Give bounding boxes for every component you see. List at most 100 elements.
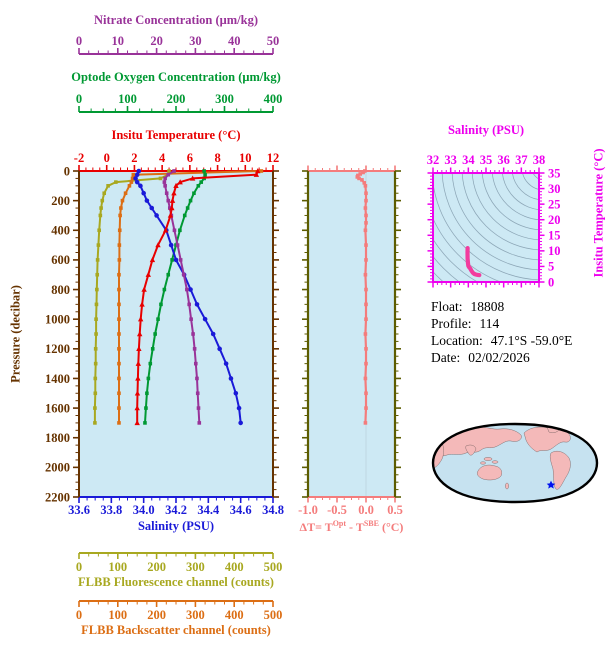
svg-text:0.5: 0.5 (387, 503, 403, 517)
svg-text:2000: 2000 (45, 461, 70, 475)
svg-text:0: 0 (76, 608, 82, 622)
profile-value: 114 (479, 316, 500, 331)
svg-text:500: 500 (264, 608, 283, 622)
svg-text:20: 20 (548, 213, 561, 227)
svg-text:-1.0: -1.0 (298, 503, 318, 517)
svg-text:32: 32 (427, 153, 440, 167)
svg-text:800: 800 (51, 283, 70, 297)
svg-text:0: 0 (76, 92, 82, 106)
svg-text:400: 400 (225, 608, 244, 622)
svg-text:400: 400 (51, 224, 70, 238)
svg-text:10: 10 (239, 151, 252, 165)
svg-text:100: 100 (108, 608, 127, 622)
svg-text:2: 2 (131, 151, 137, 165)
svg-text:33: 33 (444, 153, 457, 167)
svg-text:40: 40 (228, 34, 241, 48)
delta-title-sup-sbe: SBE (363, 519, 379, 528)
svg-text:15: 15 (548, 229, 561, 243)
svg-text:-0.5: -0.5 (327, 503, 347, 517)
float-info-row-date: Date: 02/02/2026 (431, 349, 572, 366)
svg-text:100: 100 (118, 92, 137, 106)
svg-text:200: 200 (167, 92, 186, 106)
svg-text:34.6: 34.6 (230, 503, 252, 517)
profile-label: Profile: (431, 316, 472, 331)
svg-text:100: 100 (108, 560, 127, 574)
svg-text:5: 5 (548, 260, 554, 274)
delta-title-sup-opt: Opt (332, 519, 347, 528)
svg-text:10: 10 (112, 34, 125, 48)
svg-text:6: 6 (187, 151, 193, 165)
salinity-axis-title: Salinity (PSU) (137, 519, 215, 533)
svg-text:30: 30 (189, 34, 202, 48)
temperature-axis-title: Insitu Temperature (°C) (111, 128, 241, 142)
svg-text:0: 0 (104, 151, 110, 165)
svg-text:1600: 1600 (45, 401, 70, 415)
svg-text:34.2: 34.2 (165, 503, 187, 517)
svg-text:300: 300 (215, 92, 234, 106)
svg-text:600: 600 (51, 253, 70, 267)
svg-text:34.8: 34.8 (262, 503, 284, 517)
svg-text:300: 300 (186, 560, 205, 574)
delta-title-mid: - T (346, 520, 364, 534)
svg-text:0.0: 0.0 (358, 503, 374, 517)
delta-t-plot: -1.0 -0.5 0.0 0.5 (298, 165, 403, 517)
float-position-marker (546, 480, 556, 489)
svg-text:400: 400 (225, 560, 244, 574)
float-info-row-float: Float: 18808 (431, 298, 572, 315)
world-map (431, 422, 599, 504)
pressure-axis-title: Pressure (decibar) (8, 285, 23, 383)
svg-text:35: 35 (548, 166, 561, 180)
svg-text:12: 12 (267, 151, 280, 165)
svg-text:1800: 1800 (45, 431, 70, 445)
nitrate-axis-title: Nitrate Concentration (μm/kg) (94, 13, 258, 27)
svg-text:1200: 1200 (45, 342, 70, 356)
svg-text:34.0: 34.0 (133, 503, 155, 517)
svg-text:400: 400 (264, 92, 283, 106)
svg-text:1400: 1400 (45, 372, 70, 386)
svg-text:500: 500 (264, 560, 283, 574)
svg-text:34: 34 (462, 153, 475, 167)
svg-text:2200: 2200 (45, 490, 70, 504)
svg-text:0: 0 (76, 34, 82, 48)
svg-text:8: 8 (214, 151, 220, 165)
date-value: 02/02/2026 (468, 350, 530, 365)
delta-t-axis-title: ΔT= TOpt - TSBE (°C) (286, 517, 417, 534)
location-value: 47.1°S -59.0°E (490, 333, 573, 348)
svg-text:300: 300 (186, 608, 205, 622)
svg-text:34.4: 34.4 (197, 503, 220, 517)
ts-temperature-axis-title: Insitu Temperature (°C) (591, 148, 606, 278)
svg-text:33.6: 33.6 (68, 503, 90, 517)
svg-text:20: 20 (150, 34, 163, 48)
svg-text:30: 30 (548, 182, 561, 196)
svg-text:0: 0 (64, 164, 70, 178)
svg-text:36: 36 (497, 153, 510, 167)
svg-text:50: 50 (267, 34, 280, 48)
svg-text:0: 0 (76, 560, 82, 574)
svg-text:4: 4 (159, 151, 166, 165)
svg-text:38: 38 (533, 153, 546, 167)
float-info-row-profile: Profile: 114 (431, 315, 572, 332)
date-label: Date: (431, 350, 461, 365)
oxygen-axis-title: Optode Oxygen Concentration (μm/kg) (71, 70, 281, 84)
float-value: 18808 (470, 299, 505, 314)
location-label: Location: (431, 333, 483, 348)
delta-title-post: (°C) (378, 520, 404, 534)
svg-text:35: 35 (480, 153, 493, 167)
ts-salinity-axis-title: Salinity (PSU) (447, 123, 525, 137)
svg-text:-2: -2 (74, 151, 84, 165)
svg-text:33.8: 33.8 (100, 503, 122, 517)
float-info-row-location: Location: 47.1°S -59.0°E (431, 332, 572, 349)
svg-text:25: 25 (548, 197, 561, 211)
fluorescence-axis-title: FLBB Fluorescence channel (counts) (78, 575, 274, 589)
svg-text:10: 10 (548, 244, 561, 258)
svg-text:200: 200 (147, 608, 166, 622)
float-label: Float: (431, 299, 463, 314)
svg-text:0: 0 (548, 275, 554, 289)
svg-text:200: 200 (51, 194, 70, 208)
backscatter-axis-title: FLBB Backscatter channel (counts) (81, 623, 271, 637)
svg-text:37: 37 (515, 153, 528, 167)
